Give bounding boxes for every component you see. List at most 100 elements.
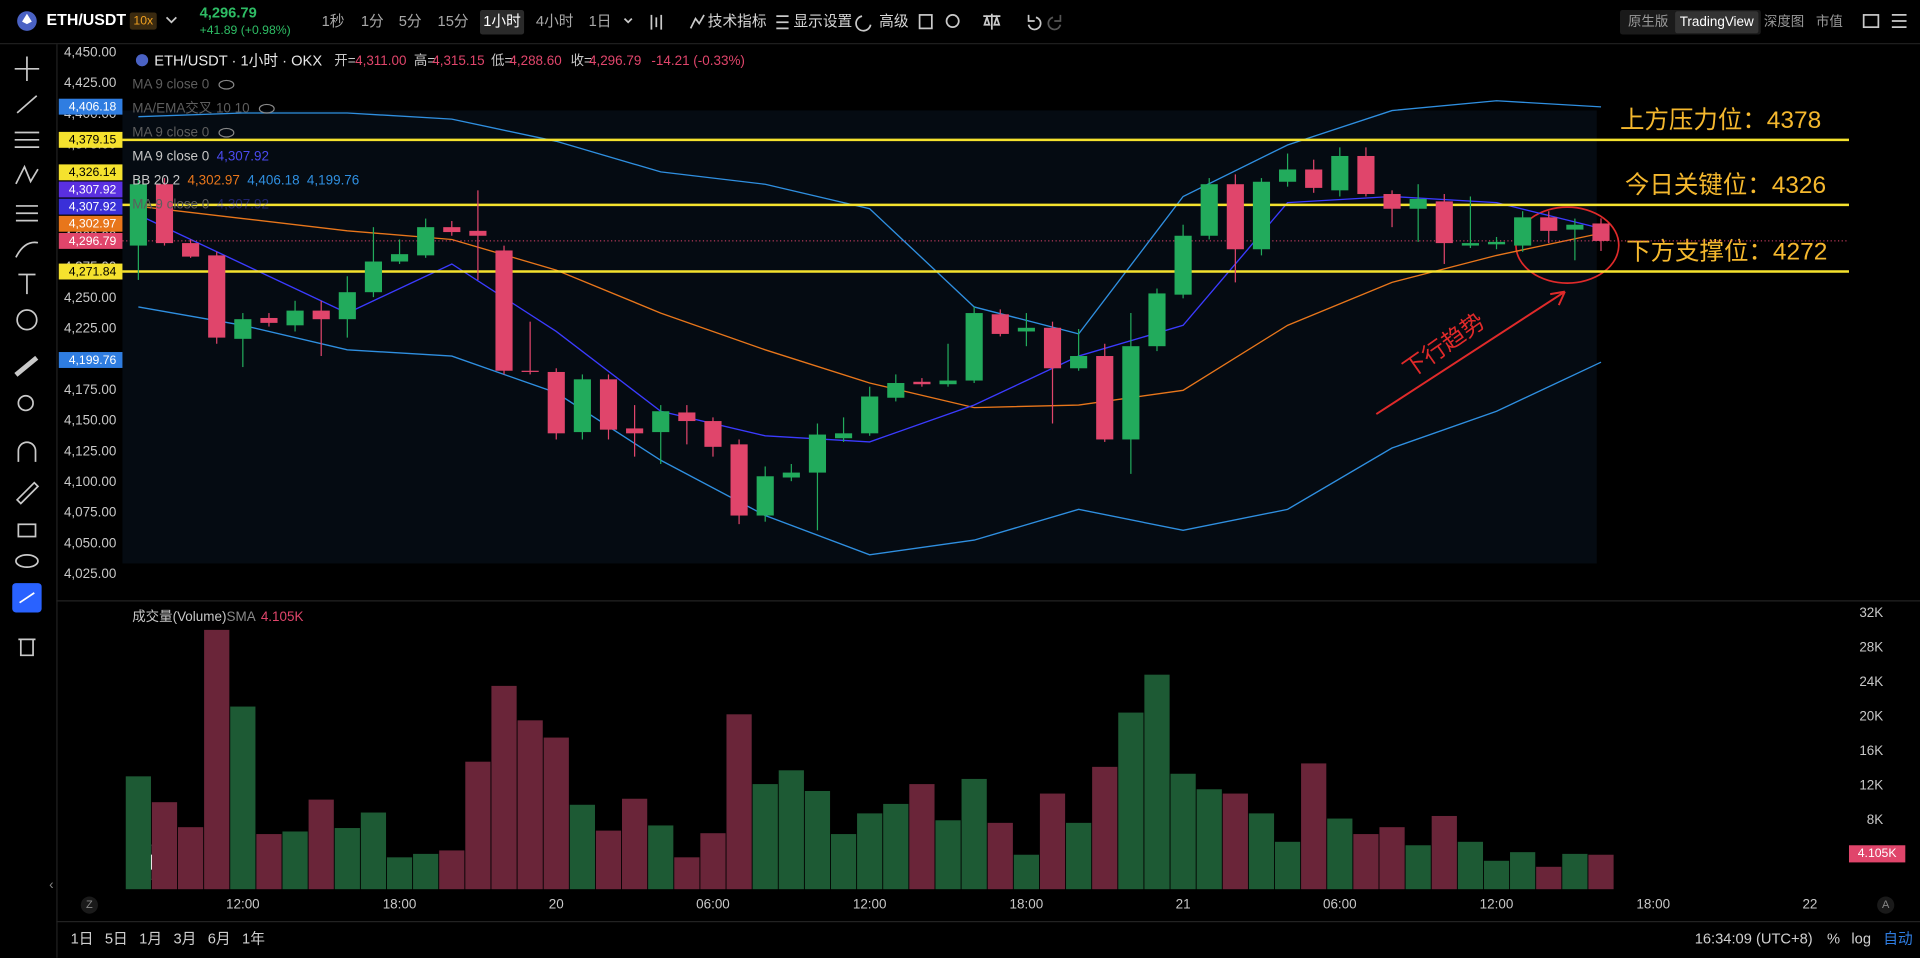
- ohlc-label: 收=: [571, 53, 592, 68]
- level-annotation: 下方支撑位：4272: [1626, 238, 1827, 266]
- volume-tick-label: 28K: [1859, 640, 1883, 655]
- redo-icon[interactable]: [1047, 14, 1062, 31]
- volume-bar: [465, 761, 491, 890]
- candle-body: [1043, 327, 1062, 369]
- emoji-tool[interactable]: [16, 309, 38, 331]
- x-tick-label: 12:00: [853, 897, 887, 912]
- interval-button[interactable]: 4小时: [536, 13, 574, 30]
- ohlc-value: 4,315.15: [432, 53, 484, 68]
- y-tick-label: 4,175.00: [64, 382, 116, 397]
- compare-icon[interactable]: [983, 13, 1001, 30]
- range-button[interactable]: 1年: [242, 930, 265, 947]
- indicator-value: 4,302.97: [187, 172, 239, 187]
- trendline-tool[interactable]: [16, 95, 38, 114]
- price-badge: [58, 164, 123, 181]
- symbol-dropdown[interactable]: [165, 16, 177, 24]
- volume-bar: [177, 827, 204, 890]
- tool-button[interactable]: 高级: [879, 13, 909, 30]
- leverage: 10x: [133, 13, 153, 27]
- auto-toggle[interactable]: 自动: [1883, 930, 1912, 947]
- text-tool[interactable]: [18, 273, 36, 295]
- interval-button[interactable]: 1小时: [483, 13, 521, 30]
- volume-bar: [334, 828, 360, 890]
- volume-tick-label: 12K: [1859, 777, 1883, 792]
- hidden-eye-icon[interactable]: [218, 79, 235, 90]
- magnet-tool[interactable]: [17, 441, 37, 462]
- chart-type-icon[interactable]: [650, 14, 663, 30]
- brush-tool[interactable]: [15, 241, 39, 258]
- volume-bar: [961, 778, 987, 890]
- candle-body: [1331, 155, 1349, 191]
- level-annotation: 今日关键位：4326: [1625, 171, 1826, 199]
- candle-body: [521, 370, 539, 372]
- crosshair-tool[interactable]: [14, 56, 40, 82]
- indicator-name: MA 9 close 0: [132, 124, 209, 139]
- menu-icon[interactable]: [1891, 14, 1907, 29]
- volume-bar: [204, 629, 230, 890]
- interval-button[interactable]: 1秒: [322, 13, 345, 30]
- indicator-value: 4,199.76: [307, 172, 359, 187]
- advanced-icon: [855, 15, 872, 32]
- candle-body: [991, 314, 1009, 334]
- undo-icon[interactable]: [1027, 14, 1042, 31]
- range-button[interactable]: 3月: [173, 931, 196, 947]
- zoom-tool[interactable]: [17, 394, 34, 412]
- interval-button[interactable]: 15分: [438, 13, 469, 30]
- view-tab[interactable]: 原生版: [1628, 14, 1668, 29]
- percent-toggle[interactable]: %: [1827, 931, 1840, 947]
- view-tab[interactable]: TradingView: [1680, 14, 1754, 29]
- candle-body: [887, 383, 905, 398]
- volume-bar: [804, 790, 831, 890]
- gear-icon[interactable]: [945, 14, 960, 29]
- window-icon[interactable]: [1862, 14, 1880, 29]
- collapse-arrow[interactable]: ‹: [49, 877, 53, 892]
- view-tab[interactable]: 深度图: [1764, 14, 1804, 29]
- z-button[interactable]: Z: [86, 899, 93, 911]
- a-button[interactable]: A: [1882, 899, 1890, 911]
- interval-dropdown[interactable]: [623, 17, 633, 24]
- y-tick-label: 4,125.00: [64, 443, 116, 458]
- candle-body: [1383, 194, 1401, 209]
- candle-body: [1461, 243, 1479, 246]
- screenshot-icon[interactable]: [918, 14, 933, 30]
- y-tick-label: 4,225.00: [64, 321, 116, 336]
- interval-button[interactable]: 1日: [589, 14, 612, 30]
- volume-bar: [308, 799, 334, 890]
- fib-tool[interactable]: [14, 131, 40, 149]
- x-tick-label: 21: [1176, 897, 1191, 912]
- view-tab[interactable]: 市值: [1816, 13, 1843, 29]
- y-tick-label: 4,025.00: [64, 566, 116, 581]
- range-button[interactable]: 6月: [208, 931, 231, 947]
- pattern-tool[interactable]: [15, 164, 39, 185]
- ruler-tool[interactable]: [14, 355, 39, 377]
- range-button[interactable]: 5日: [105, 931, 128, 947]
- bb-band-fill: [122, 110, 1597, 564]
- price-badge: [58, 215, 123, 232]
- interval-button[interactable]: 5分: [399, 13, 422, 30]
- lock-tool[interactable]: [17, 523, 37, 538]
- volume-bar: [1405, 845, 1431, 890]
- delete-tool[interactable]: [18, 638, 36, 657]
- tool-button[interactable]: 显示设置: [793, 13, 852, 30]
- candle-body: [129, 184, 147, 246]
- y-tick-label: 4,100.00: [64, 474, 116, 489]
- interval-button[interactable]: 1分: [361, 13, 384, 30]
- visibility-tool[interactable]: [15, 554, 39, 569]
- range-button[interactable]: 1日: [71, 931, 94, 947]
- volume-bar: [1562, 853, 1588, 890]
- hidden-eye-icon[interactable]: [258, 103, 275, 114]
- range-button[interactable]: 1月: [139, 931, 162, 947]
- candle-body: [1017, 327, 1035, 332]
- projection-tool[interactable]: [15, 205, 38, 222]
- hidden-eye-icon[interactable]: [218, 127, 235, 138]
- volume-bar: [883, 803, 909, 890]
- tool-button[interactable]: 技术指标: [708, 13, 767, 30]
- candle-body: [1357, 155, 1375, 195]
- lock-draw-tool[interactable]: [15, 481, 40, 505]
- symbol[interactable]: ETH/USDT: [47, 12, 127, 29]
- link-tool[interactable]: [19, 592, 35, 604]
- log-toggle[interactable]: log: [1851, 931, 1871, 947]
- volume-bar: [1066, 822, 1092, 890]
- candle-body: [913, 381, 931, 385]
